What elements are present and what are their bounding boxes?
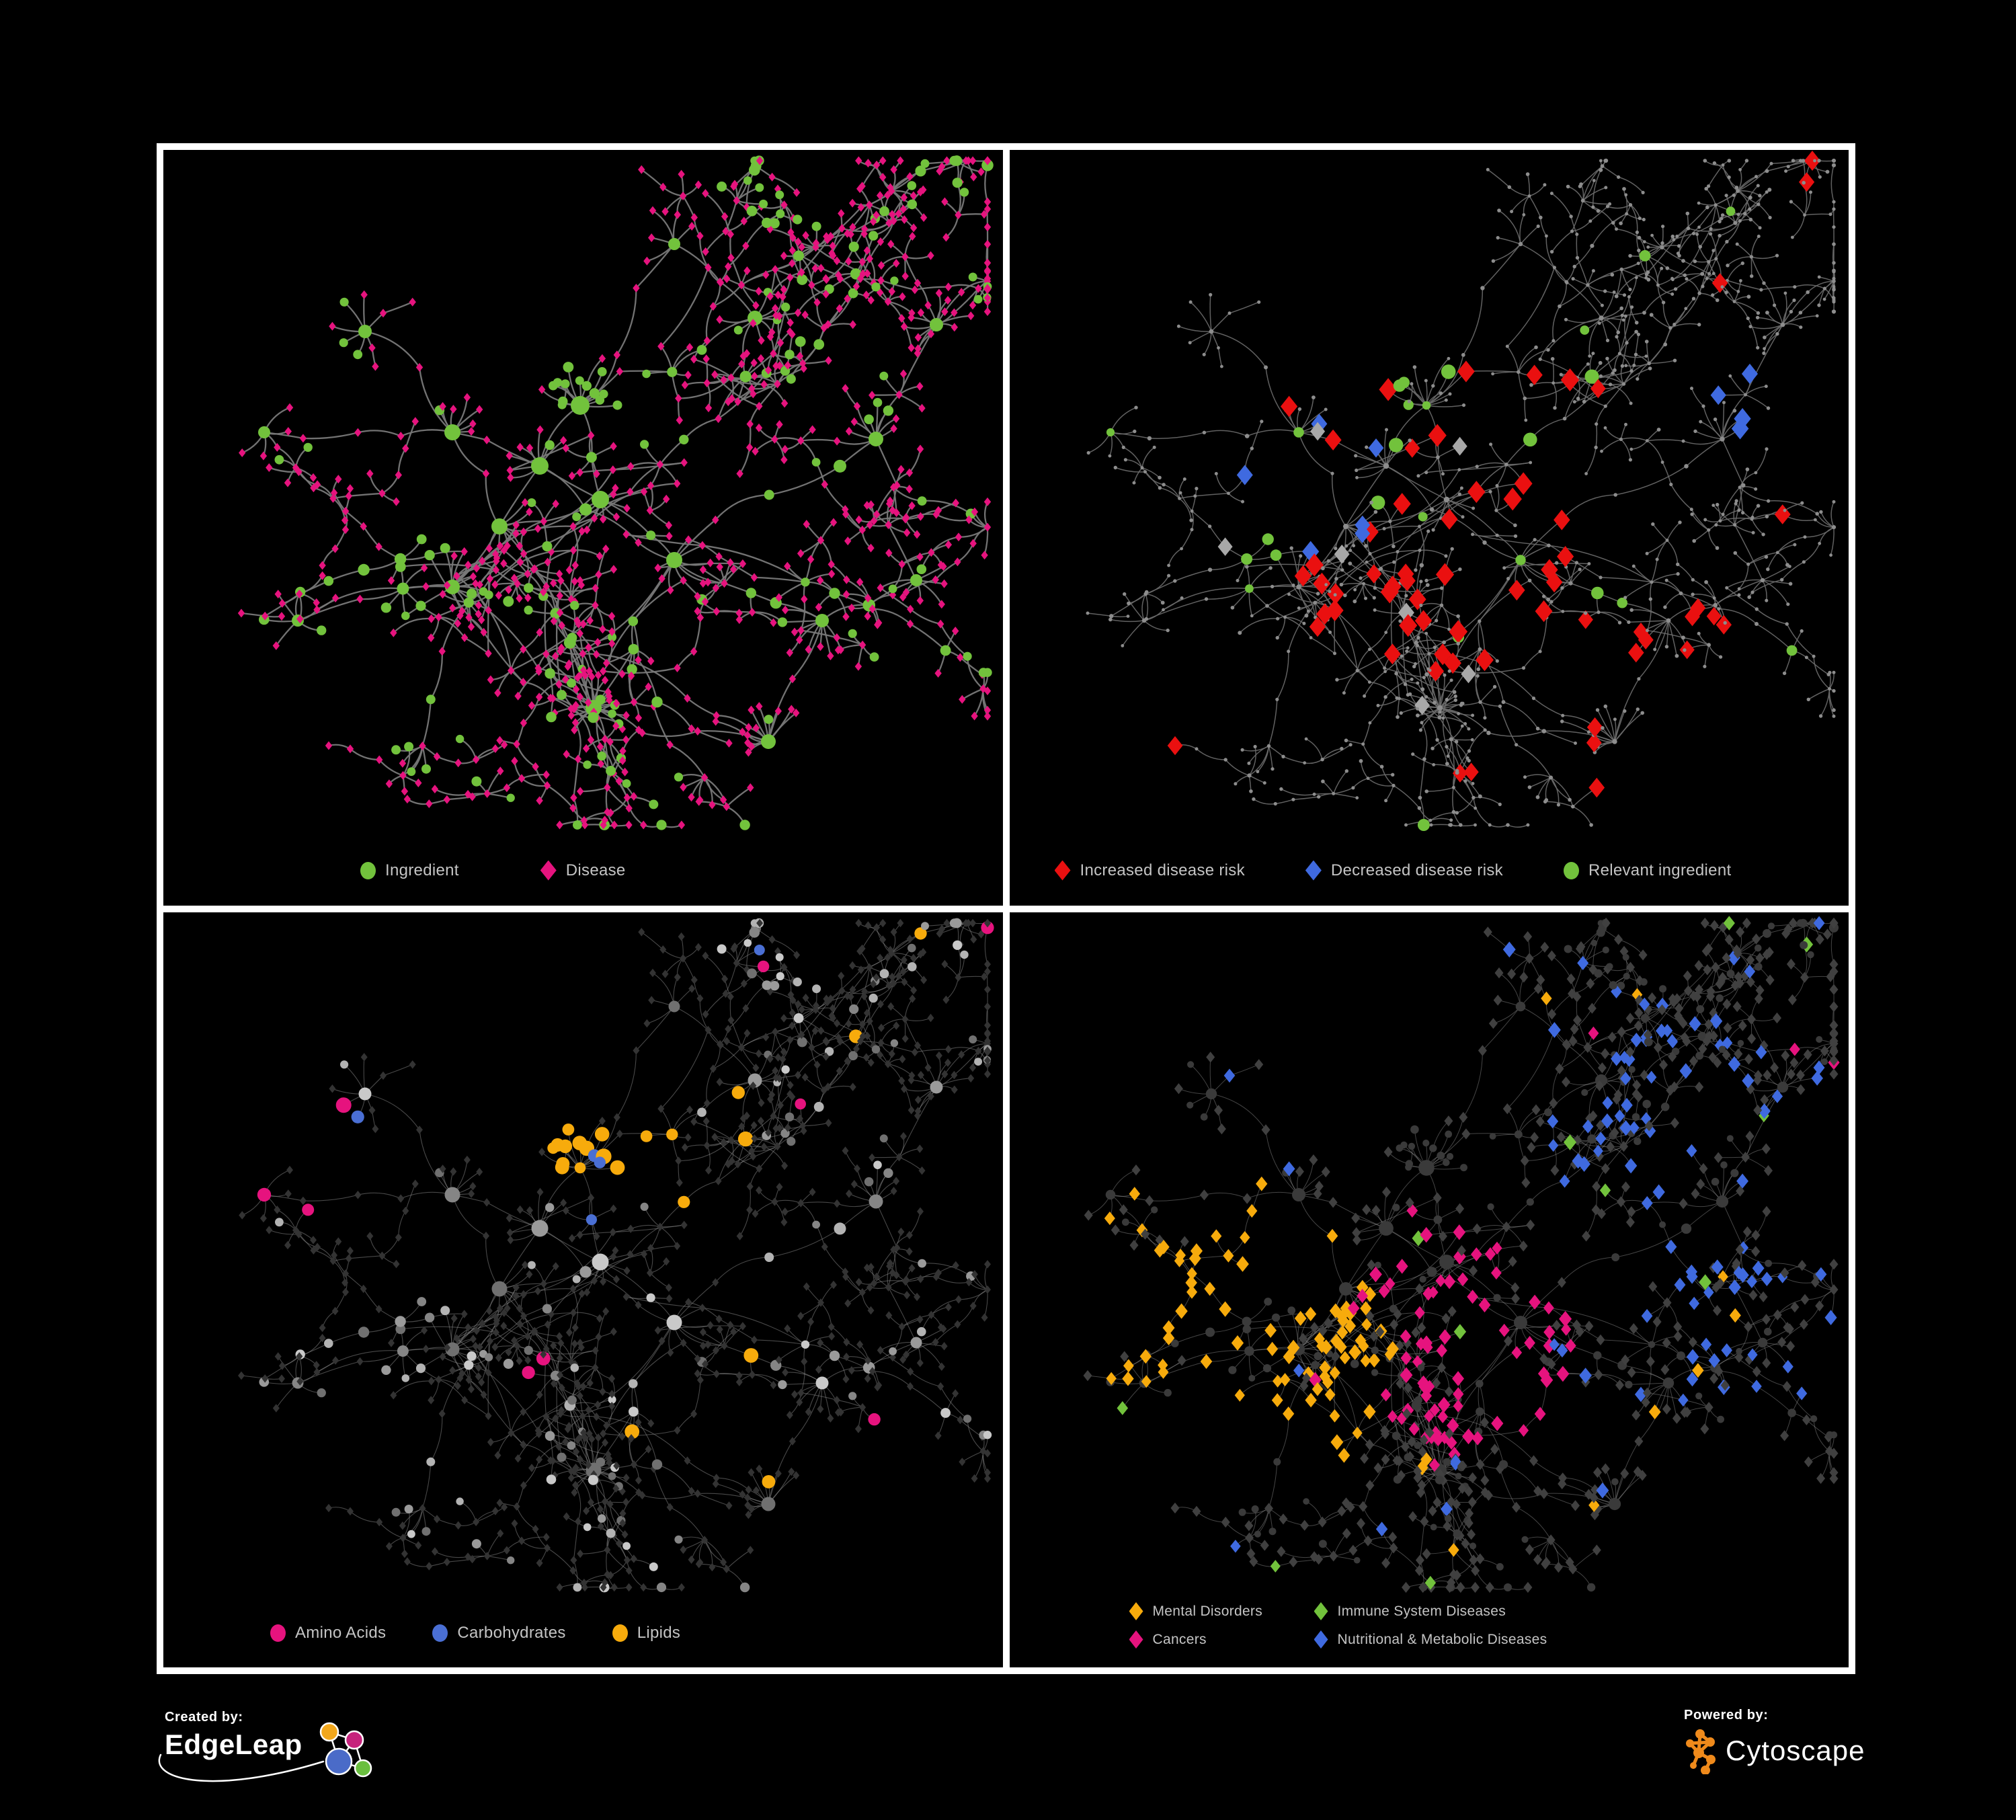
legend-item-increased-disease-risk: Increased disease risk [1054, 860, 1245, 881]
panel-ingredients-diseases: Ingredient Disease [163, 150, 1003, 906]
powered-by-label: Powered by: [1684, 1708, 1769, 1723]
panel-disease-classes: Mental Disorders Immune System Diseases Ca… [1009, 912, 1849, 1667]
edgeleap-network-icon [319, 1722, 372, 1778]
edgeleap-wordmark: EdgeLeap [165, 1729, 303, 1760]
legend-item-amino-acids: Amino Acids [270, 1624, 386, 1643]
legend-label: Disease [565, 861, 626, 879]
diamond-swatch [1129, 1630, 1143, 1649]
legend-label: Immune System Diseases [1337, 1603, 1506, 1619]
legend-label: Carbohydrates [457, 1624, 566, 1642]
legend-item-relevant-ingredient: Relevant ingredient [1563, 861, 1732, 880]
panel-ingredient-classes: Amino Acids Carbohydrates Lipids [163, 912, 1003, 1667]
diamond-swatch [1314, 1630, 1328, 1649]
powered-by-block: Powered by: [1684, 1708, 1865, 1774]
legend-item-carbohydrates: Carbohydrates [432, 1624, 565, 1643]
legend-ingredient-classes: Amino Acids Carbohydrates Lipids [270, 1624, 680, 1643]
cytoscape-network-icon [1686, 1729, 1716, 1774]
legend-item-mental-disorders: Mental Disorders [1129, 1602, 1314, 1620]
edgeleap-logo-row: EdgeLeap [158, 1722, 378, 1787]
cytoscape-logo-row: Cytoscape [1684, 1727, 1865, 1774]
legend-item-ingredient: Ingredient [360, 861, 459, 880]
diamond-swatch [1305, 860, 1322, 881]
created-by-label: Created by: [165, 1710, 243, 1725]
cytoscape-wordmark: Cytoscape [1726, 1735, 1865, 1766]
legend-ingredients-diseases: Ingredient Disease [360, 860, 626, 881]
network-ingredients-diseases [237, 155, 994, 830]
legend-item-immune-system-diseases: Immune System Diseases [1314, 1602, 1547, 1620]
legend-label: Ingredient [385, 861, 459, 879]
circle-swatch [1563, 861, 1579, 879]
created-by-block: Created by: EdgeLeap [158, 1710, 378, 1787]
network-ingredient-classes [238, 918, 994, 1592]
diamond-swatch [1314, 1602, 1328, 1620]
legend-label: Relevant ingredient [1588, 861, 1732, 879]
network-disease-classes [1083, 915, 1840, 1593]
legend-disease-classes: Mental Disorders Immune System Diseases Ca… [1129, 1602, 1547, 1649]
legend-disease-risk: Increased disease risk Decreased disease … [1054, 860, 1732, 881]
legend-item-nutritional-metabolic-diseases: Nutritional & Metabolic Diseases [1314, 1630, 1547, 1649]
circle-swatch [270, 1624, 286, 1642]
circle-swatch [432, 1624, 448, 1642]
panel-grid: Ingredient Disease Increased disease risk… [157, 143, 1855, 1674]
edgeleap-swoosh-icon [158, 1753, 325, 1782]
circle-swatch [360, 861, 376, 879]
legend-label: Nutritional & Metabolic Diseases [1337, 1631, 1547, 1647]
network-disease-risk [1086, 151, 1836, 831]
legend-label: Amino Acids [295, 1624, 387, 1642]
diamond-swatch [1054, 860, 1071, 881]
legend-label: Lipids [637, 1624, 681, 1642]
diamond-swatch [540, 860, 557, 881]
legend-item-lipids: Lipids [612, 1624, 681, 1643]
legend-label: Decreased disease risk [1330, 861, 1503, 879]
legend-label: Increased disease risk [1080, 861, 1245, 879]
legend-label: Cancers [1152, 1631, 1207, 1647]
legend-label: Mental Disorders [1152, 1603, 1263, 1619]
legend-item-cancers: Cancers [1129, 1630, 1314, 1649]
diamond-swatch [1129, 1602, 1143, 1620]
circle-swatch [612, 1624, 628, 1642]
legend-item-decreased-disease-risk: Decreased disease risk [1305, 860, 1503, 881]
legend-item-disease: Disease [540, 860, 626, 881]
panel-disease-risk: Increased disease risk Decreased disease … [1009, 150, 1849, 906]
